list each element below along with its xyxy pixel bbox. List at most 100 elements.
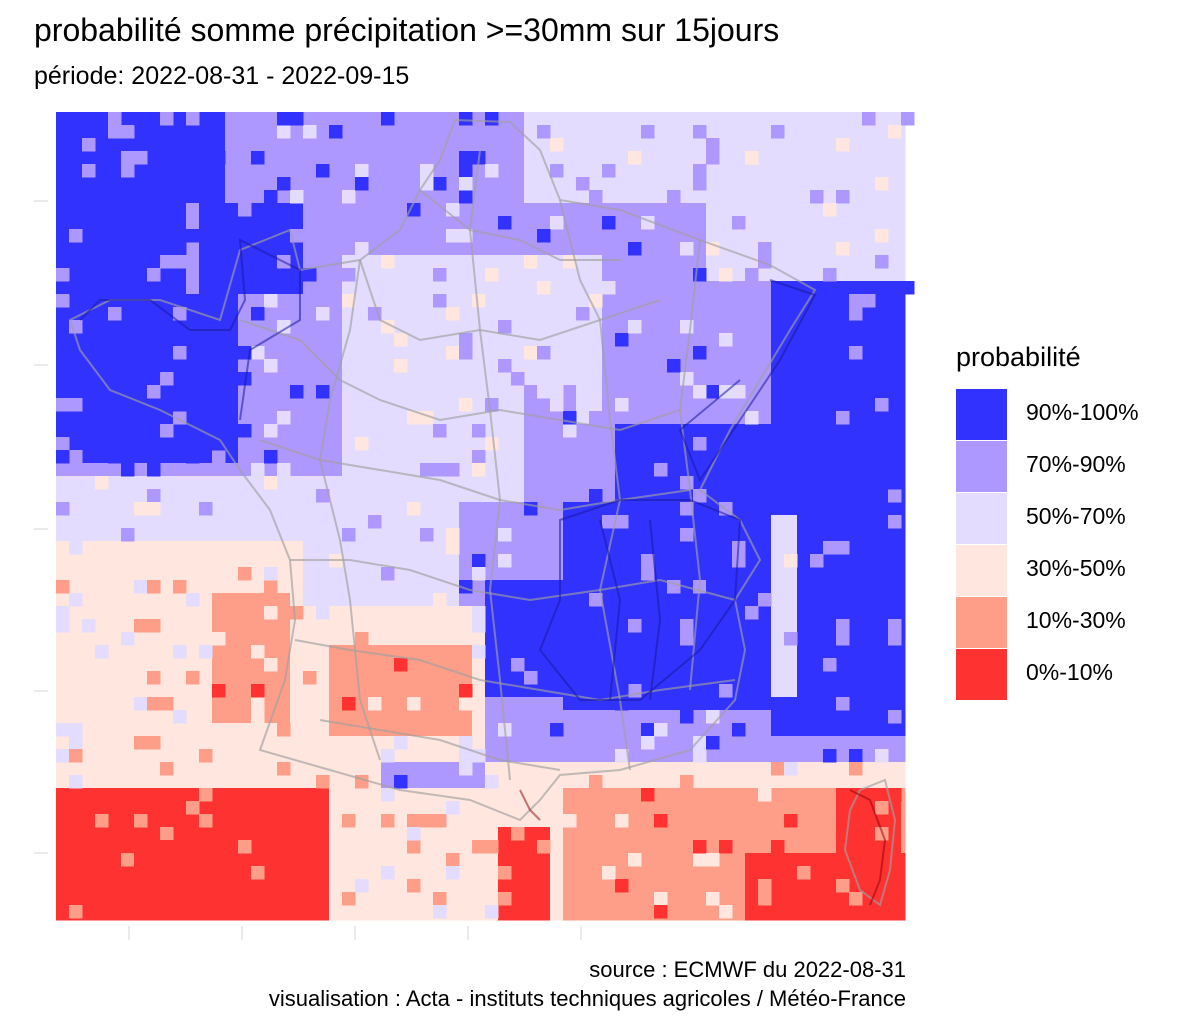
map-cell bbox=[329, 320, 343, 334]
map-cell bbox=[654, 255, 668, 269]
map-cell bbox=[134, 268, 148, 282]
map-cell bbox=[758, 658, 772, 672]
map-cell bbox=[316, 723, 330, 737]
map-cell bbox=[537, 177, 551, 191]
map-cell bbox=[225, 606, 239, 620]
map-cell bbox=[407, 892, 421, 906]
map-cell bbox=[303, 671, 317, 685]
map-cell bbox=[524, 658, 538, 672]
map-cell bbox=[95, 905, 109, 919]
map-cell bbox=[888, 281, 902, 295]
map-cell bbox=[797, 203, 811, 217]
map-cell bbox=[654, 385, 668, 399]
map-cell bbox=[225, 528, 239, 542]
map-cell bbox=[706, 164, 720, 178]
map-cell bbox=[95, 398, 109, 412]
map-cell bbox=[160, 515, 174, 529]
map-cell bbox=[524, 554, 538, 568]
map-cell bbox=[797, 827, 811, 841]
map-cell bbox=[459, 229, 473, 243]
map-cell bbox=[524, 450, 538, 464]
map-cell bbox=[433, 593, 447, 607]
map-cell bbox=[199, 892, 213, 906]
map-cell bbox=[95, 723, 109, 737]
map-cell bbox=[160, 827, 174, 841]
map-cell bbox=[771, 580, 785, 594]
map-cell bbox=[459, 840, 473, 854]
map-cell bbox=[745, 164, 759, 178]
map-cell bbox=[121, 281, 135, 295]
map-cell bbox=[381, 710, 395, 724]
map-cell bbox=[381, 567, 395, 581]
map-cell bbox=[537, 229, 551, 243]
map-cell bbox=[615, 229, 629, 243]
map-cell bbox=[745, 320, 759, 334]
map-cell bbox=[121, 411, 135, 425]
map-cell bbox=[394, 827, 408, 841]
map-cell bbox=[615, 554, 629, 568]
map-cell bbox=[251, 801, 265, 815]
map-cell bbox=[381, 450, 395, 464]
map-cell bbox=[472, 450, 486, 464]
map-cell bbox=[173, 307, 187, 321]
map-cell bbox=[173, 463, 187, 477]
map-cell bbox=[225, 801, 239, 815]
map-cell bbox=[498, 359, 512, 373]
map-cell bbox=[238, 840, 252, 854]
map-cell bbox=[472, 606, 486, 620]
map-cell bbox=[498, 203, 512, 217]
map-cell bbox=[563, 801, 577, 815]
map-cell bbox=[576, 814, 590, 828]
map-cell bbox=[810, 502, 824, 516]
map-cell bbox=[485, 190, 499, 204]
map-cell bbox=[849, 138, 863, 152]
map-cell bbox=[433, 411, 447, 425]
map-cell bbox=[550, 632, 564, 646]
map-cell bbox=[836, 164, 850, 178]
map-cell bbox=[784, 437, 798, 451]
map-cell bbox=[368, 528, 382, 542]
map-cell bbox=[459, 307, 473, 321]
map-cell bbox=[95, 164, 109, 178]
map-cell bbox=[121, 840, 135, 854]
map-cell bbox=[719, 125, 733, 139]
map-cell bbox=[498, 372, 512, 386]
map-cell bbox=[95, 554, 109, 568]
map-cell bbox=[277, 593, 291, 607]
map-cell bbox=[628, 671, 642, 685]
map-cell bbox=[706, 892, 720, 906]
map-cell bbox=[56, 554, 70, 568]
map-cell bbox=[381, 229, 395, 243]
map-cell bbox=[160, 450, 174, 464]
map-cell bbox=[862, 866, 876, 880]
map-cell bbox=[368, 879, 382, 893]
map-cell bbox=[69, 359, 83, 373]
map-cell bbox=[82, 879, 96, 893]
map-cell bbox=[69, 177, 83, 191]
map-cell bbox=[901, 437, 906, 451]
map-cell bbox=[862, 463, 876, 477]
map-cell bbox=[511, 814, 525, 828]
map-cell bbox=[82, 658, 96, 672]
map-cell bbox=[134, 372, 148, 386]
map-cell bbox=[537, 359, 551, 373]
map-cell bbox=[849, 268, 863, 282]
map-cell bbox=[433, 645, 447, 659]
map-cell bbox=[771, 112, 785, 126]
map-cell bbox=[381, 905, 395, 919]
map-cell bbox=[862, 840, 876, 854]
map-cell bbox=[186, 684, 200, 698]
map-cell bbox=[849, 320, 863, 334]
map-cell bbox=[199, 151, 213, 165]
map-cell bbox=[797, 138, 811, 152]
map-cell bbox=[901, 658, 906, 672]
map-cell bbox=[199, 385, 213, 399]
map-cell bbox=[836, 255, 850, 269]
map-cell bbox=[615, 866, 629, 880]
map-cell bbox=[771, 411, 785, 425]
map-cell bbox=[199, 437, 213, 451]
map-cell bbox=[628, 723, 642, 737]
map-cell bbox=[186, 476, 200, 490]
map-cell bbox=[446, 294, 460, 308]
map-cell bbox=[680, 216, 694, 230]
